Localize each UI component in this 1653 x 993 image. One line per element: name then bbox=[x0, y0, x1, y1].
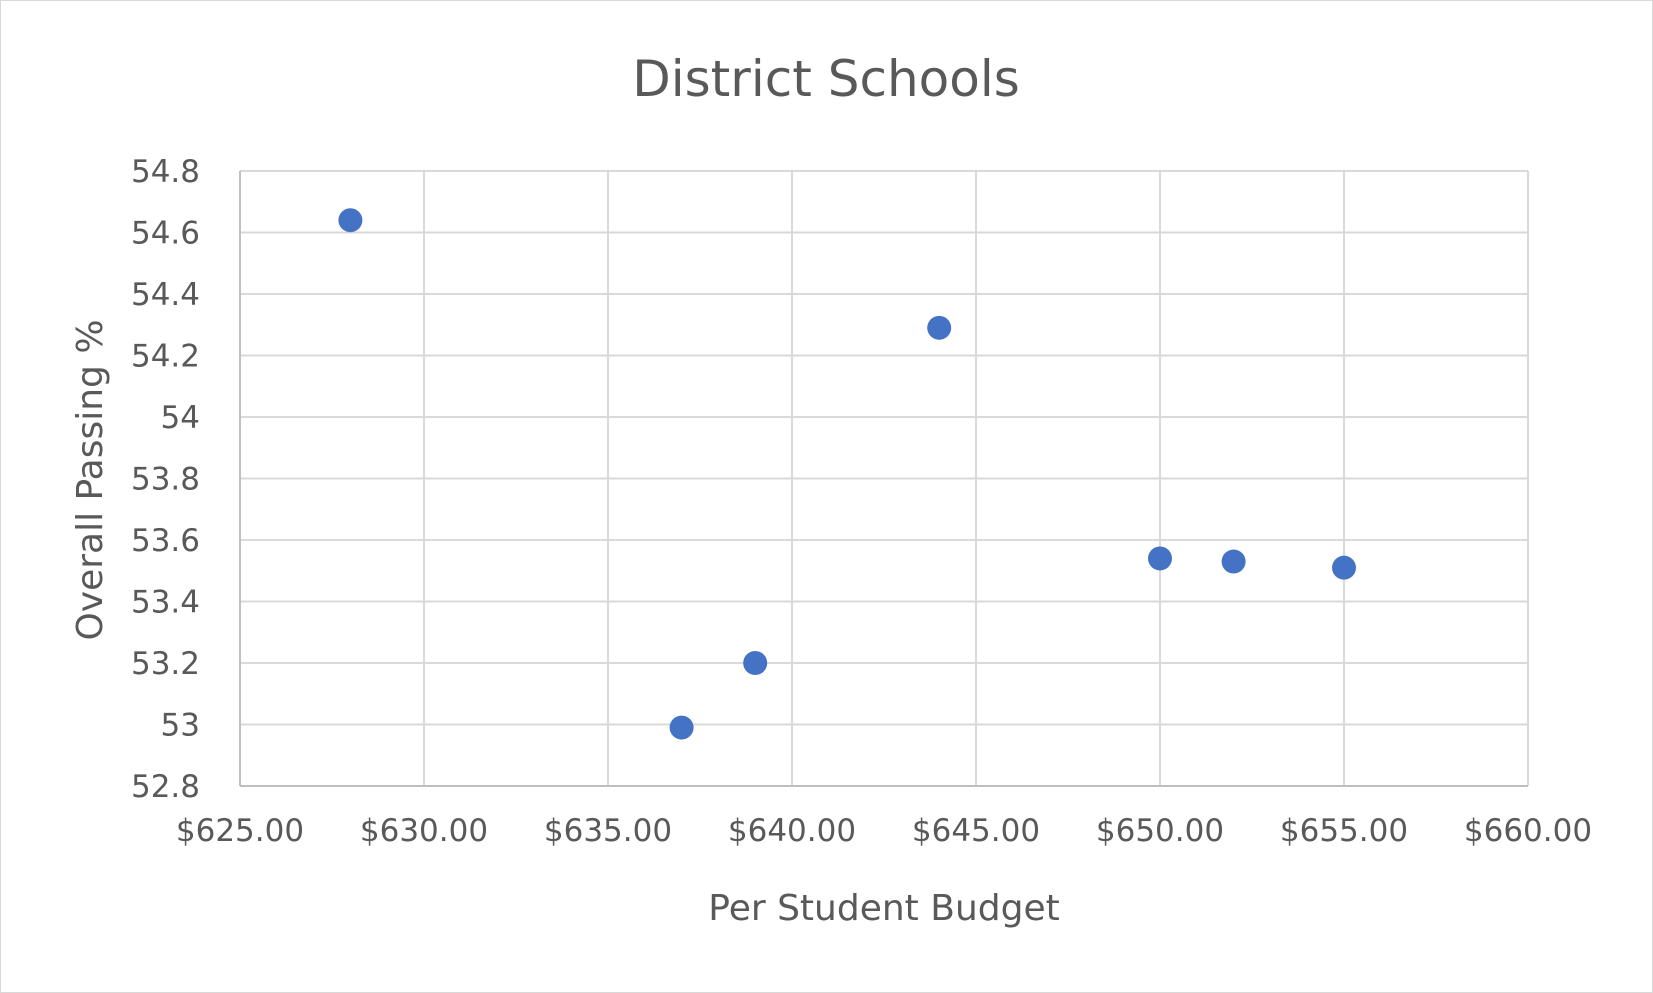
y-tick-label: 54.4 bbox=[131, 277, 200, 313]
y-tick-label: 53 bbox=[161, 708, 200, 744]
data-point bbox=[338, 208, 363, 233]
data-point bbox=[1332, 555, 1356, 580]
gridlines bbox=[240, 170, 1529, 786]
x-axis-label: Per Student Budget bbox=[708, 888, 1059, 929]
y-axis-ticks: 52.8 53 53.2 53.4 53.6 53.8 54 54.2 54.4 54.6 54.8 bbox=[131, 154, 200, 805]
data-point bbox=[1221, 549, 1246, 574]
x-tick-label: $645.00 bbox=[912, 813, 1040, 849]
y-tick-label: 53.6 bbox=[131, 523, 200, 559]
y-axis-label: Overall Passing % bbox=[70, 319, 111, 640]
x-tick-label: $635.00 bbox=[544, 813, 672, 849]
y-tick-label: 54.6 bbox=[131, 216, 200, 252]
data-points bbox=[338, 208, 1356, 740]
x-tick-label: $640.00 bbox=[728, 813, 856, 849]
data-point bbox=[927, 315, 952, 340]
axes bbox=[239, 171, 1528, 787]
y-tick-label: 54.8 bbox=[131, 154, 200, 190]
x-tick-label: $660.00 bbox=[1464, 813, 1592, 849]
y-tick-label: 53.2 bbox=[131, 646, 200, 682]
data-point bbox=[669, 715, 694, 740]
x-tick-label: $655.00 bbox=[1280, 813, 1408, 849]
x-tick-label: $650.00 bbox=[1096, 813, 1224, 849]
x-axis-ticks: $625.00 $630.00 $635.00 $640.00 $645.00 $650.… bbox=[176, 813, 1592, 849]
data-point bbox=[743, 651, 768, 675]
data-point bbox=[1148, 546, 1172, 571]
x-tick-label: $625.00 bbox=[176, 813, 304, 849]
y-tick-label: 52.8 bbox=[131, 769, 200, 805]
x-tick-label: $630.00 bbox=[360, 813, 488, 849]
y-tick-label: 54 bbox=[161, 400, 200, 436]
y-tick-label: 53.8 bbox=[131, 462, 200, 498]
y-tick-label: 54.2 bbox=[131, 339, 200, 375]
y-tick-label: 53.4 bbox=[131, 585, 200, 621]
chart-title: District Schools bbox=[632, 50, 1020, 108]
